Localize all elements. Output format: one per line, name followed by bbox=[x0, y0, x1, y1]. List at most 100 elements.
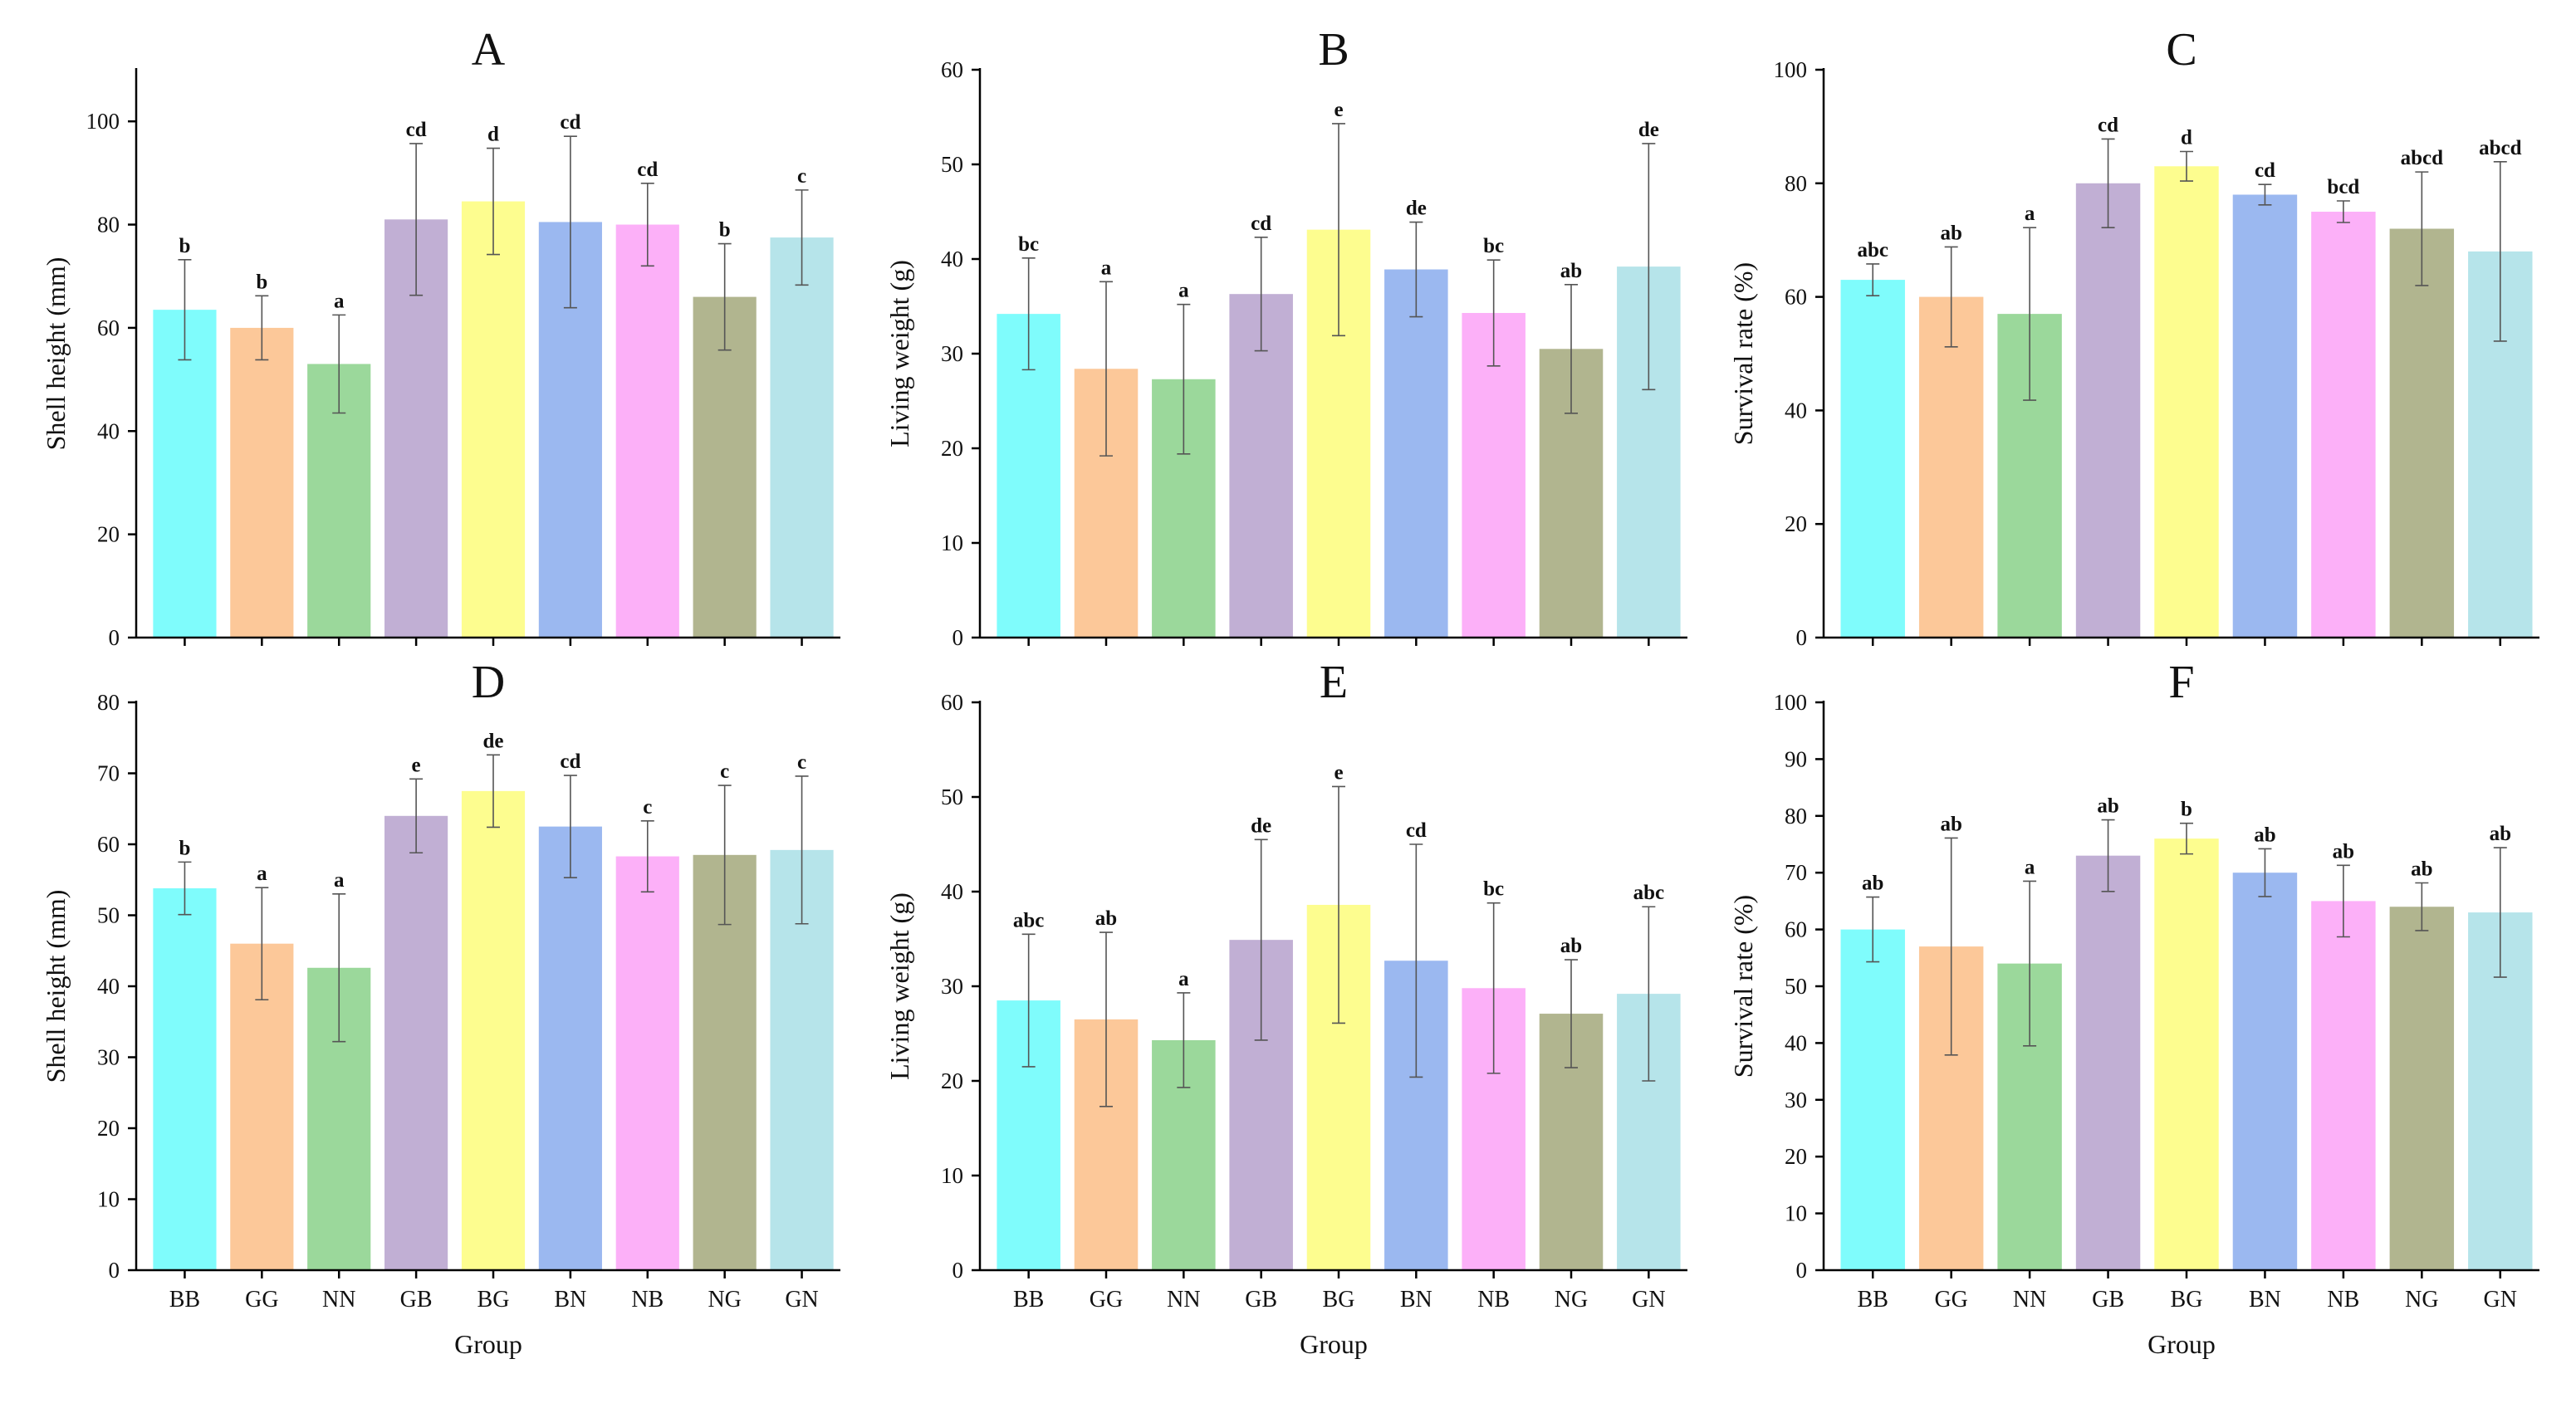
x-tick-label-nn: NN bbox=[2013, 1287, 2046, 1313]
y-tick-label: 80 bbox=[1785, 804, 1807, 829]
bar-ng bbox=[2389, 907, 2455, 1270]
y-tick-label: 20 bbox=[1785, 511, 1807, 536]
error-bar-ng bbox=[1565, 959, 1578, 1068]
y-tick-label: 60 bbox=[97, 315, 120, 340]
y-tick-label: 100 bbox=[1774, 690, 1808, 715]
significance-label-nb: bcd bbox=[2327, 176, 2359, 198]
y-tick-label: 40 bbox=[941, 247, 963, 271]
error-bar-bb bbox=[178, 259, 192, 361]
y-tick-label: 60 bbox=[97, 832, 120, 857]
y-axis-title: Living weight (g) bbox=[884, 892, 914, 1080]
error-bar-gn bbox=[2493, 161, 2507, 342]
significance-label-gb: cd bbox=[406, 119, 427, 141]
x-tick-label-nb: NB bbox=[2327, 1287, 2359, 1313]
bar-bg bbox=[2154, 838, 2219, 1270]
error-bar-nn bbox=[332, 893, 346, 1043]
y-tick-label: 30 bbox=[941, 341, 963, 366]
panel-title: F bbox=[2168, 657, 2194, 708]
error-bar-gb bbox=[1254, 236, 1268, 352]
bar-gg bbox=[1918, 296, 1984, 638]
y-tick-label: 90 bbox=[1785, 746, 1807, 771]
y-tick-label: 10 bbox=[941, 530, 963, 555]
y-tick-label: 40 bbox=[97, 418, 120, 443]
y-axis-title: Shell height (mm) bbox=[41, 257, 71, 451]
significance-label-gg: ab bbox=[1940, 813, 1961, 835]
bar-bn bbox=[538, 826, 602, 1270]
bar-bg bbox=[461, 201, 526, 638]
error-bar-nb bbox=[640, 819, 654, 893]
x-tick-label-gb: GB bbox=[2092, 1287, 2124, 1313]
error-bar-gg bbox=[1099, 931, 1113, 1107]
bar-bb bbox=[1840, 929, 1905, 1270]
error-bar-ng bbox=[1565, 283, 1578, 414]
significance-label-ng: b bbox=[719, 219, 731, 242]
significance-label-bg: de bbox=[483, 730, 504, 752]
significance-label-bg: d bbox=[2181, 126, 2192, 149]
y-tick-label: 40 bbox=[97, 974, 120, 999]
y-tick-label: 0 bbox=[1796, 625, 1808, 650]
significance-label-gg: a bbox=[257, 863, 267, 885]
significance-label-gn: de bbox=[1638, 119, 1659, 141]
error-bar-nn bbox=[1177, 992, 1191, 1088]
error-bar-gn bbox=[1642, 143, 1656, 391]
x-tick-label-gb: GB bbox=[400, 1287, 433, 1313]
y-tick-label: 10 bbox=[97, 1187, 120, 1212]
y-tick-label: 20 bbox=[941, 1068, 963, 1093]
y-tick-label: 20 bbox=[97, 522, 120, 547]
significance-label-bb: b bbox=[179, 837, 190, 859]
significance-label-bg: b bbox=[2181, 799, 2192, 821]
significance-label-bn: cd bbox=[1406, 819, 1427, 842]
significance-label-ng: ab bbox=[2411, 858, 2432, 881]
significance-label-bb: abc bbox=[1857, 239, 1888, 262]
bar-nb bbox=[615, 856, 679, 1270]
bar-bg bbox=[2154, 166, 2219, 638]
significance-label-nn: a bbox=[334, 290, 345, 312]
bar-gb bbox=[384, 815, 448, 1270]
significance-label-bn: de bbox=[1406, 198, 1427, 220]
error-bar-bg bbox=[2180, 150, 2193, 182]
y-tick-label: 60 bbox=[1785, 917, 1807, 942]
y-tick-label: 30 bbox=[941, 974, 963, 999]
y-tick-label: 100 bbox=[1774, 57, 1808, 82]
x-tick-label-bg: BG bbox=[477, 1287, 510, 1313]
error-bar-bb bbox=[1021, 933, 1036, 1068]
significance-label-gb: de bbox=[1251, 814, 1271, 837]
significance-label-ng: ab bbox=[1560, 260, 1582, 282]
significance-label-nn: a bbox=[334, 869, 345, 892]
significance-label-bg: d bbox=[487, 124, 499, 146]
error-bar-bn bbox=[563, 135, 577, 309]
bar-nb bbox=[2311, 212, 2376, 638]
error-bar-bg bbox=[1332, 785, 1345, 1024]
y-axis-title: Living weight (g) bbox=[884, 260, 914, 447]
error-bar-ng bbox=[717, 785, 732, 926]
bar-bn bbox=[2232, 873, 2298, 1270]
significance-label-nb: cd bbox=[637, 159, 658, 181]
error-bar-bb bbox=[1866, 896, 1880, 963]
x-tick-label-ng: NG bbox=[1555, 1287, 1588, 1313]
error-bar-gb bbox=[409, 143, 424, 296]
significance-label-nb: c bbox=[643, 796, 652, 819]
panel-c: abc ab a cd d cd bcd abcd abcd 0 20 40 60 80 100 C Survi… bbox=[1728, 24, 2539, 650]
bar-bg bbox=[461, 790, 526, 1270]
y-tick-label: 60 bbox=[941, 690, 963, 715]
significance-label-bg: e bbox=[1334, 761, 1343, 784]
y-tick-label: 60 bbox=[1785, 285, 1807, 310]
x-tick-label-gn: GN bbox=[1632, 1287, 1665, 1313]
x-tick-label-gg: GG bbox=[1934, 1287, 1967, 1313]
x-tick-label-bn: BN bbox=[1400, 1287, 1432, 1313]
x-tick-label-gb: GB bbox=[1245, 1287, 1277, 1313]
error-bar-gn bbox=[795, 189, 809, 286]
y-tick-label: 40 bbox=[941, 879, 963, 904]
error-bar-nb bbox=[1486, 902, 1501, 1074]
error-bar-gg bbox=[1944, 246, 1958, 348]
significance-label-gb: e bbox=[412, 754, 421, 776]
significance-label-nn: a bbox=[1178, 280, 1189, 302]
significance-label-bb: abc bbox=[1013, 909, 1045, 931]
error-bar-ng bbox=[717, 242, 732, 351]
significance-label-bn: cd bbox=[560, 111, 580, 134]
error-bar-ng bbox=[2415, 882, 2429, 931]
x-tick-label-bb: BB bbox=[169, 1287, 200, 1313]
significance-label-ng: ab bbox=[1560, 935, 1582, 957]
x-tick-label-gn: GN bbox=[2484, 1287, 2517, 1313]
